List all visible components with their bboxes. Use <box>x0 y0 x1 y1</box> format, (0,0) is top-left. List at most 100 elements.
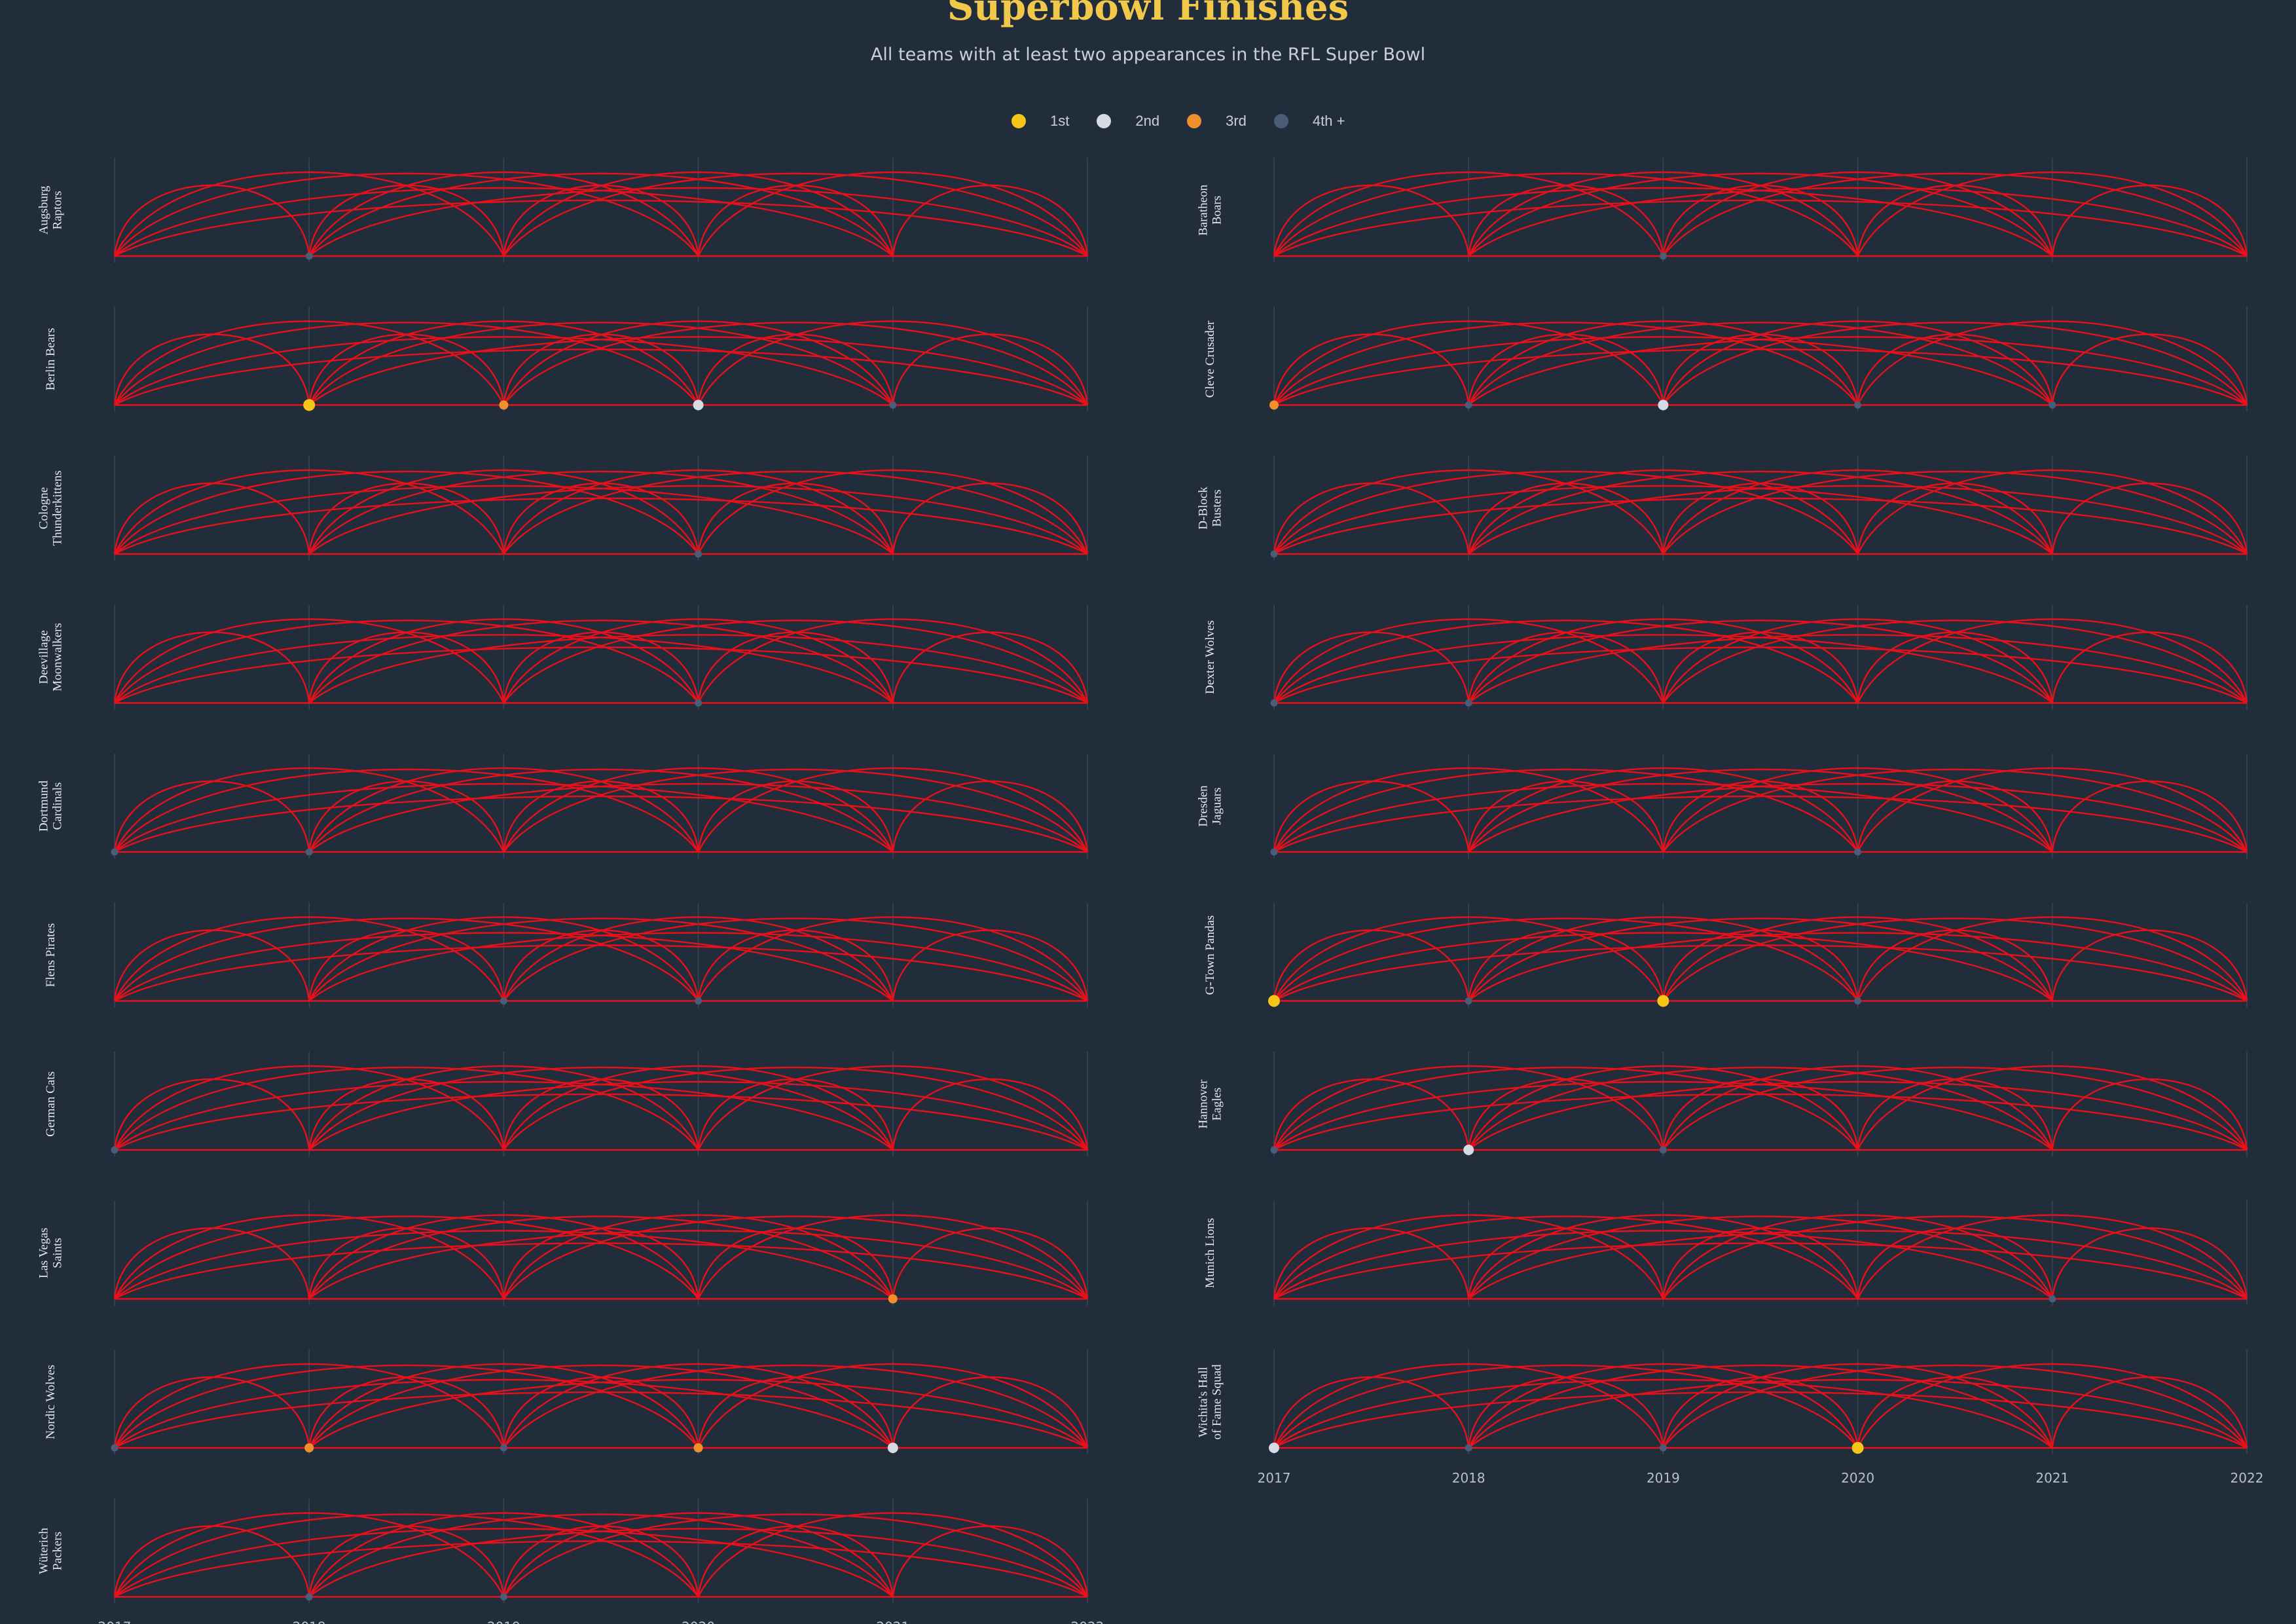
arc-link <box>892 780 1089 853</box>
team-panel: D-BlockBusters <box>1197 456 2248 561</box>
arc-link <box>113 171 505 257</box>
team-panel: CologneThunderkittens <box>37 456 1089 561</box>
team-panel: Las VegasSaints <box>37 1200 1089 1306</box>
arc-link <box>1662 1066 2248 1151</box>
arc-link <box>113 618 505 704</box>
finish-dot <box>1657 995 1669 1007</box>
team-panel: Flens Pirates <box>44 902 1089 1008</box>
arc-link <box>1468 322 2053 406</box>
arc-link <box>1273 1214 1664 1300</box>
arc-link <box>2051 333 2248 405</box>
arc-link <box>503 1363 894 1449</box>
arc-link <box>308 916 699 1002</box>
team-label-line: Cleve Crusader <box>1203 320 1217 397</box>
arc-link <box>892 1078 1089 1151</box>
arc-link <box>1662 171 2053 257</box>
arc-link <box>1273 470 1859 555</box>
arc-link <box>1273 485 2053 555</box>
arc-link <box>114 1540 1088 1598</box>
arc-link <box>697 767 1089 853</box>
team-panel: Dexter Wolves <box>1203 604 2248 710</box>
arc-link <box>1468 767 1859 853</box>
arc-link <box>1857 916 2248 1002</box>
arc-link <box>503 1214 894 1300</box>
team-panel: AugsburgRaptors <box>37 158 1089 263</box>
team-label-line: Packers <box>51 1532 65 1570</box>
legend-dot-1st <box>1011 114 1026 128</box>
legend-item-4th-plus: 4th + <box>1273 113 1345 130</box>
arc-link <box>114 1364 699 1449</box>
arc-link <box>1273 767 1664 853</box>
team-label-line: Dexter Wolves <box>1203 620 1217 694</box>
arc-link <box>1468 470 2053 555</box>
arc-link <box>308 1215 894 1300</box>
finish-dot <box>1269 400 1279 410</box>
arc-link <box>308 783 1088 853</box>
arc-link <box>1662 1215 2248 1300</box>
team-label-line: Dortmund <box>37 780 51 832</box>
legend-item-2nd: 2nd <box>1097 113 1159 130</box>
arc-link <box>503 1065 894 1151</box>
finish-dot <box>303 399 316 411</box>
arc-link <box>1273 322 1859 406</box>
finish-dot <box>111 848 118 856</box>
team-label: D-BlockBusters <box>1197 487 1224 530</box>
arc-link <box>1273 1363 1664 1449</box>
arc-link <box>1662 320 2053 406</box>
arc-link <box>892 184 1089 257</box>
legend-dot-4th-plus <box>1273 114 1288 128</box>
finish-dot <box>1465 401 1472 409</box>
arc-link <box>503 172 1088 257</box>
arc-link <box>113 1363 505 1449</box>
chart-subtitle: All teams with at least two appearances … <box>870 45 1426 65</box>
arc-link <box>892 482 1089 555</box>
team-panel: DeevillageMoonwalkers <box>37 604 1089 710</box>
arc-link <box>503 916 894 1002</box>
arc-link <box>1468 916 1859 1002</box>
finish-dot <box>500 997 507 1005</box>
arc-link <box>1273 497 2248 555</box>
arc-link <box>114 1093 1088 1151</box>
arc-link <box>308 1512 699 1598</box>
arc-link <box>1468 1230 2248 1300</box>
finish-dot <box>1851 1442 1864 1454</box>
team-label: DortmundCardinals <box>37 780 65 832</box>
arc-link <box>114 634 894 704</box>
arc-link <box>697 916 1089 1002</box>
arc-link <box>308 767 699 853</box>
arc-link <box>1468 1215 2053 1300</box>
legend-item-3rd: 3rd <box>1187 113 1247 130</box>
finish-dot <box>1659 252 1667 260</box>
arc-link <box>308 1230 1088 1300</box>
finish-dot <box>1270 1146 1278 1154</box>
finish-dot <box>1270 699 1278 707</box>
finish-dot <box>1854 848 1862 856</box>
arc-link <box>503 322 1088 406</box>
team-label: G-Town Pandas <box>1203 915 1217 995</box>
team-label-line: Las Vegas <box>37 1228 51 1278</box>
arc-link <box>113 320 505 406</box>
arc-link <box>1857 171 2248 257</box>
arc-link <box>1273 348 2248 406</box>
arc-link <box>892 333 1089 405</box>
x-tick-label: 2018 <box>1452 1470 1485 1486</box>
finish-dot <box>693 1443 703 1452</box>
arc-link <box>1468 171 1859 257</box>
arc-link <box>1468 917 2053 1002</box>
arc-link <box>503 1066 1088 1151</box>
arc-link <box>114 1391 1088 1449</box>
arc-link <box>113 1065 505 1151</box>
x-tick-label: 2017 <box>1258 1470 1291 1486</box>
team-label-line: Cardinals <box>51 783 65 830</box>
team-label: BaratheonBoars <box>1197 184 1224 236</box>
x-tick-label: 2019 <box>1647 1470 1680 1486</box>
arc-link <box>1273 1378 2053 1449</box>
arc-link <box>1273 795 2248 853</box>
arc-link <box>113 1512 505 1598</box>
team-panel: Nordic Wolves <box>44 1350 1089 1454</box>
arc-link <box>1662 1065 2053 1151</box>
arc-link <box>1468 783 2248 853</box>
arc-link <box>1857 320 2248 406</box>
arc-link <box>308 1528 1088 1598</box>
